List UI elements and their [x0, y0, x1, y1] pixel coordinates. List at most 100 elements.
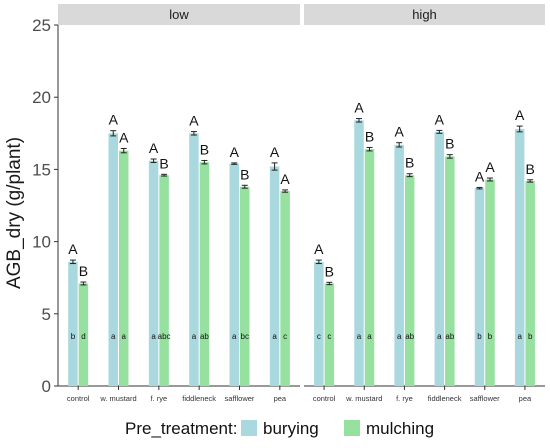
significance-letter-lower: a: [397, 332, 402, 341]
legend-key-burying: [241, 420, 257, 436]
significance-letter-upper: A: [314, 241, 324, 257]
bar-mulching: [324, 283, 335, 386]
significance-letter-lower: a: [437, 332, 442, 341]
significance-letter-upper: A: [435, 111, 445, 127]
bar-burying: [189, 133, 199, 386]
x-tick-label: pea: [274, 394, 287, 403]
significance-letter-lower: ab: [445, 332, 454, 341]
significance-letter-lower: b: [488, 332, 493, 341]
y-tick-label: 10: [32, 233, 51, 252]
significance-letter-upper: A: [189, 113, 199, 129]
bar-burying: [394, 144, 404, 386]
significance-letter-lower: ab: [200, 332, 209, 341]
y-tick-label: 0: [42, 377, 51, 396]
bar-mulching: [364, 149, 375, 386]
significance-letter-lower: a: [232, 332, 237, 341]
significance-letter-upper: A: [270, 144, 280, 160]
significance-letter-lower: a: [357, 332, 362, 341]
significance-letter-lower: a: [272, 332, 277, 341]
x-tick-label: control: [313, 394, 336, 403]
significance-letter-lower: bc: [241, 332, 249, 341]
legend-title: Pre_treatment:: [125, 419, 237, 438]
significance-letter-lower: a: [111, 332, 116, 341]
significance-letter-upper: A: [354, 100, 364, 116]
y-tick-label: 25: [32, 16, 51, 35]
bar-burying: [434, 131, 445, 386]
significance-letter-lower: d: [81, 332, 85, 341]
bar-burying: [108, 133, 118, 386]
bar-burying: [269, 166, 280, 386]
bar-mulching: [445, 156, 455, 386]
significance-letter-lower: b: [477, 332, 482, 341]
bar-mulching: [485, 179, 495, 386]
significance-letter-upper: A: [394, 124, 404, 140]
bar-mulching: [159, 175, 169, 386]
significance-letter-lower: a: [517, 332, 522, 341]
significance-letter-lower: a: [151, 332, 156, 341]
bar-burying: [474, 188, 485, 386]
x-tick-label: safflower: [225, 394, 255, 403]
x-tick-label: control: [67, 394, 90, 403]
significance-letter-lower: b: [528, 332, 533, 341]
x-tick-label: w. mustard: [99, 394, 136, 403]
bar-burying: [229, 163, 239, 386]
significance-letter-lower: ab: [405, 332, 414, 341]
bar-mulching: [525, 180, 535, 386]
x-tick-label: fiddleneck: [428, 394, 462, 403]
significance-letter-lower: b: [71, 332, 76, 341]
bar-burying: [148, 160, 159, 386]
x-tick-label: w. mustard: [345, 394, 382, 403]
legend-label-burying: burying: [263, 419, 319, 438]
bar-burying: [68, 261, 78, 386]
legend-key-mulching: [344, 420, 360, 436]
significance-letter-lower: c: [327, 332, 331, 341]
significance-letter-upper: A: [485, 159, 495, 175]
x-tick-label: f. rye: [396, 394, 413, 403]
significance-letter-upper: A: [68, 241, 78, 257]
x-tick-label: pea: [519, 394, 532, 403]
x-tick-label: fiddleneck: [182, 394, 216, 403]
significance-letter-lower: a: [122, 332, 127, 341]
significance-letter-upper: A: [149, 140, 159, 156]
significance-letter-upper: B: [365, 128, 374, 144]
significance-letter-lower: c: [317, 332, 321, 341]
significance-letter-lower: abc: [158, 332, 171, 341]
significance-letter-upper: A: [475, 168, 485, 184]
x-tick-label: f. rye: [150, 394, 167, 403]
legend-label-mulching: mulching: [366, 419, 434, 438]
y-tick-label: 20: [32, 88, 51, 107]
significance-letter-upper: A: [515, 107, 525, 123]
significance-letter-upper: B: [79, 263, 88, 279]
bar-burying: [354, 120, 364, 386]
facet-strip: [304, 4, 545, 25]
y-tick-label: 15: [32, 160, 51, 179]
significance-letter-upper: B: [200, 141, 209, 157]
significance-letter-lower: a: [367, 332, 372, 341]
significance-letter-upper: B: [159, 155, 168, 171]
significance-letter-upper: B: [525, 161, 534, 177]
y-tick-label: 5: [42, 305, 51, 324]
bar-mulching: [404, 175, 415, 386]
significance-letter-upper: A: [280, 171, 290, 187]
significance-letter-lower: c: [283, 332, 287, 341]
significance-letter-upper: A: [230, 144, 240, 160]
significance-letter-upper: B: [405, 155, 414, 171]
bar-burying: [314, 261, 324, 386]
bar-mulching: [199, 162, 210, 386]
y-axis-label: AGB_dry (g/plant): [4, 137, 25, 289]
significance-letter-lower: a: [192, 332, 197, 341]
significance-letter-upper: B: [445, 136, 454, 152]
facet-label: high: [412, 7, 437, 22]
bar-mulching: [240, 186, 250, 386]
facet-strip: [58, 4, 300, 25]
significance-letter-upper: A: [109, 112, 119, 128]
bar-mulching: [280, 191, 290, 386]
x-tick-label: safflower: [470, 394, 500, 403]
bar-mulching: [119, 150, 129, 386]
bar-mulching: [78, 283, 89, 386]
facet-label: low: [169, 7, 189, 22]
significance-letter-upper: B: [240, 166, 249, 182]
significance-letter-upper: A: [119, 129, 129, 145]
